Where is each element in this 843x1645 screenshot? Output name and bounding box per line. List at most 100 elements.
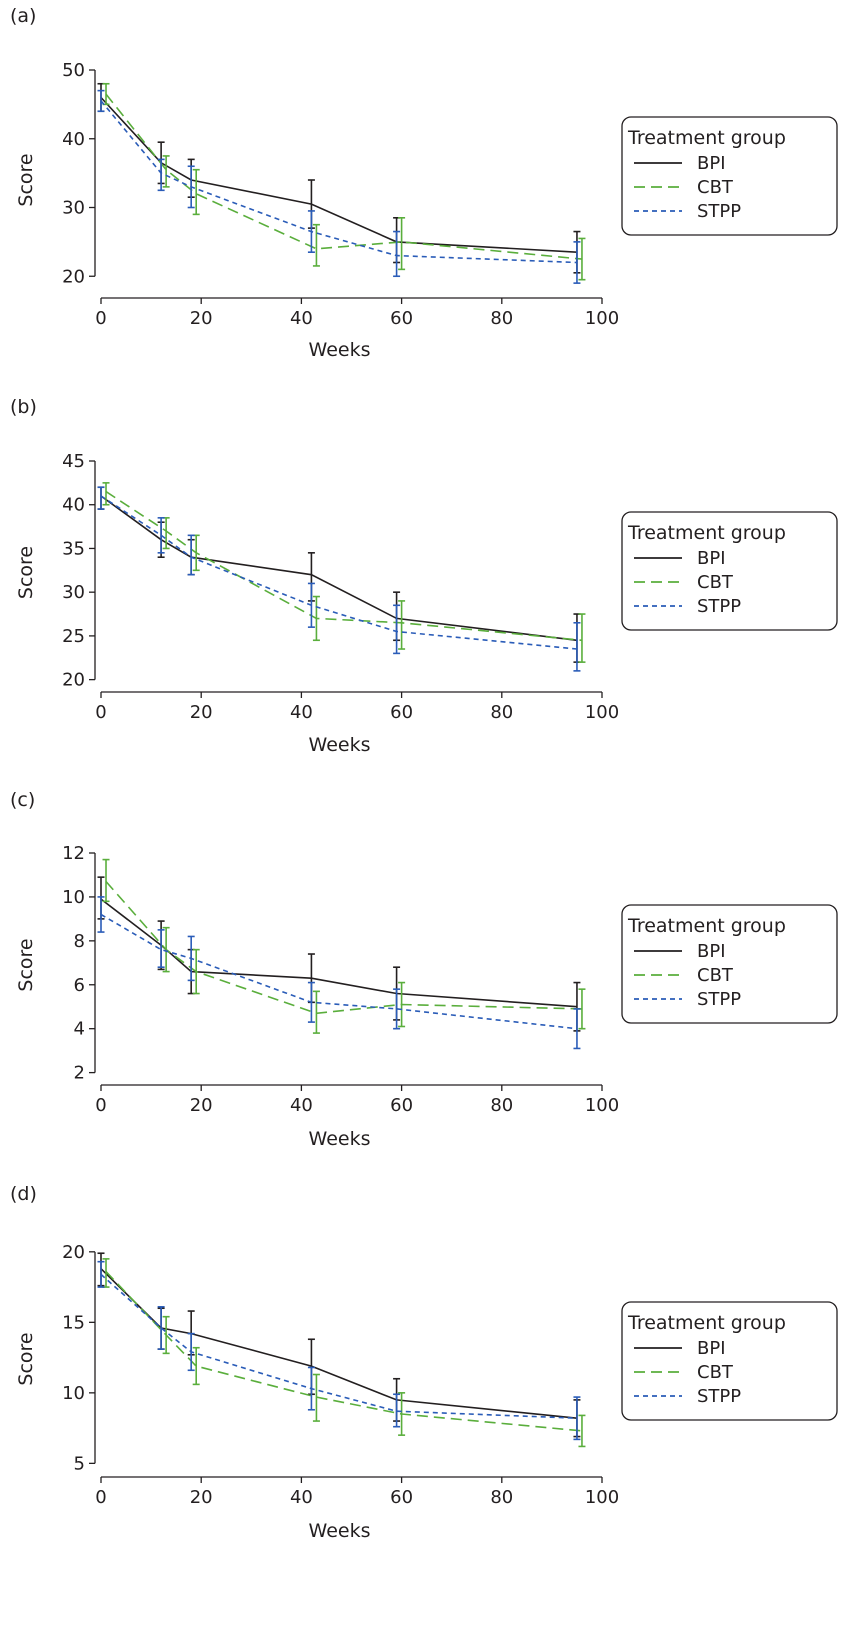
legend-label: BPI: [697, 941, 726, 962]
series-line-stpp: [100, 1273, 578, 1419]
x-tick-label: 100: [585, 1487, 619, 1508]
y-tick-label: 20: [62, 266, 85, 287]
error-bar: [578, 988, 586, 1030]
legend-label: STPP: [697, 201, 741, 222]
legend-title: Treatment group: [627, 915, 786, 937]
error-bar: [97, 486, 105, 510]
error-bar: [393, 1393, 401, 1428]
y-tick-label: 40: [62, 495, 85, 516]
error-bar: [157, 1306, 165, 1350]
x-tick-label: 80: [490, 702, 513, 723]
chart-panel-c: (c) 2 4 6 8 10 12 0 20 40 60 80 100 Weeks Score Treatme…: [10, 789, 838, 1150]
y-axis-title: Score: [15, 1332, 37, 1385]
chart-panel-b: (b) 20 25 30 35 40 45 0 20 40 60 80 100 Weeks Score Tre…: [10, 396, 838, 756]
series-line-cbt: [105, 490, 583, 642]
error-bar: [97, 1260, 105, 1288]
series-line-bpi: [100, 495, 578, 642]
legend: Treatment group BPI CBT STPP: [621, 1301, 838, 1421]
series-bpi: [97, 82, 581, 274]
error-bar: [102, 1258, 110, 1288]
x-tick-label: 20: [190, 1487, 213, 1508]
series-cbt: [102, 482, 586, 663]
chart-panel-a: (a) 20 30 40 50 0 20 40 60 80 100 Weeks Score Treatme…: [10, 5, 838, 361]
x-tick-label: 0: [95, 702, 106, 723]
legend-label: CBT: [697, 965, 734, 986]
series-line-bpi: [100, 898, 578, 1008]
legend: Treatment group BPI CBT STPP: [621, 904, 838, 1024]
x-tick-label: 0: [95, 1487, 106, 1508]
y-tick-label: 12: [62, 843, 85, 864]
x-tick-label: 60: [390, 308, 413, 329]
panel-label: (b): [10, 396, 37, 418]
error-bar: [157, 158, 165, 192]
error-bar: [578, 1414, 586, 1448]
x-tick-label: 100: [585, 702, 619, 723]
legend-label: STPP: [697, 989, 741, 1010]
legend-label: BPI: [697, 548, 726, 569]
error-bar: [312, 1373, 320, 1422]
chart-panel-d: (d) 5 10 15 20 0 20 40 60 80 100 Weeks Score Treatmen…: [10, 1183, 838, 1542]
series-line-stpp: [100, 100, 578, 264]
y-tick-label: 20: [62, 670, 85, 691]
legend-label: STPP: [697, 596, 741, 617]
error-bar: [157, 929, 165, 968]
x-axis-title: Weeks: [309, 1520, 371, 1542]
x-tick-label: 40: [290, 1095, 313, 1116]
legend-box: [621, 116, 838, 236]
error-bar: [157, 517, 165, 554]
error-bar: [102, 482, 110, 506]
series-stpp: [97, 486, 581, 672]
legend-title: Treatment group: [627, 522, 786, 544]
error-bar: [192, 1346, 200, 1386]
y-tick-label: 20: [62, 1242, 85, 1263]
x-tick-label: 0: [95, 308, 106, 329]
error-bar: [398, 217, 406, 271]
x-tick-label: 80: [490, 308, 513, 329]
series-line-cbt: [105, 93, 583, 260]
series-cbt: [102, 1258, 586, 1448]
error-bar: [97, 896, 105, 933]
x-tick-label: 100: [585, 1095, 619, 1116]
series-bpi: [97, 1252, 581, 1438]
x-tick-label: 60: [390, 1095, 413, 1116]
series-cbt: [102, 858, 586, 1034]
series-stpp: [97, 1260, 581, 1441]
legend-label: BPI: [697, 1338, 726, 1359]
x-tick-label: 40: [290, 702, 313, 723]
series-bpi: [97, 486, 581, 663]
y-tick-label: 35: [62, 538, 85, 559]
legend-label: CBT: [697, 177, 734, 198]
y-tick-label: 30: [62, 582, 85, 603]
error-bar: [398, 600, 406, 650]
error-bar: [393, 604, 401, 655]
panel-label: (a): [10, 5, 36, 27]
error-bar: [312, 223, 320, 267]
series-stpp: [97, 89, 581, 284]
y-tick-label: 8: [74, 931, 85, 952]
x-tick-label: 80: [490, 1487, 513, 1508]
legend-label: CBT: [697, 572, 734, 593]
x-tick-label: 20: [190, 1095, 213, 1116]
series-line-stpp: [100, 913, 578, 1030]
error-bar: [578, 613, 586, 663]
error-bar: [192, 168, 200, 216]
panel-label: (c): [10, 789, 35, 811]
error-bar: [162, 155, 170, 188]
y-axis-title: Score: [15, 938, 37, 991]
x-tick-label: 60: [390, 702, 413, 723]
y-tick-label: 25: [62, 626, 85, 647]
x-tick-label: 20: [190, 702, 213, 723]
y-axis-title: Score: [15, 153, 37, 206]
legend-label: BPI: [697, 153, 726, 174]
legend: Treatment group BPI CBT STPP: [621, 116, 838, 236]
series-line-cbt: [105, 1271, 583, 1432]
legend-box: [621, 511, 838, 631]
x-tick-label: 20: [190, 308, 213, 329]
y-tick-label: 30: [62, 198, 85, 219]
error-bar: [102, 858, 110, 903]
x-tick-label: 40: [290, 1487, 313, 1508]
x-tick-label: 80: [490, 1095, 513, 1116]
y-tick-label: 15: [62, 1312, 85, 1333]
error-bar: [393, 230, 401, 278]
y-tick-label: 6: [74, 975, 85, 996]
